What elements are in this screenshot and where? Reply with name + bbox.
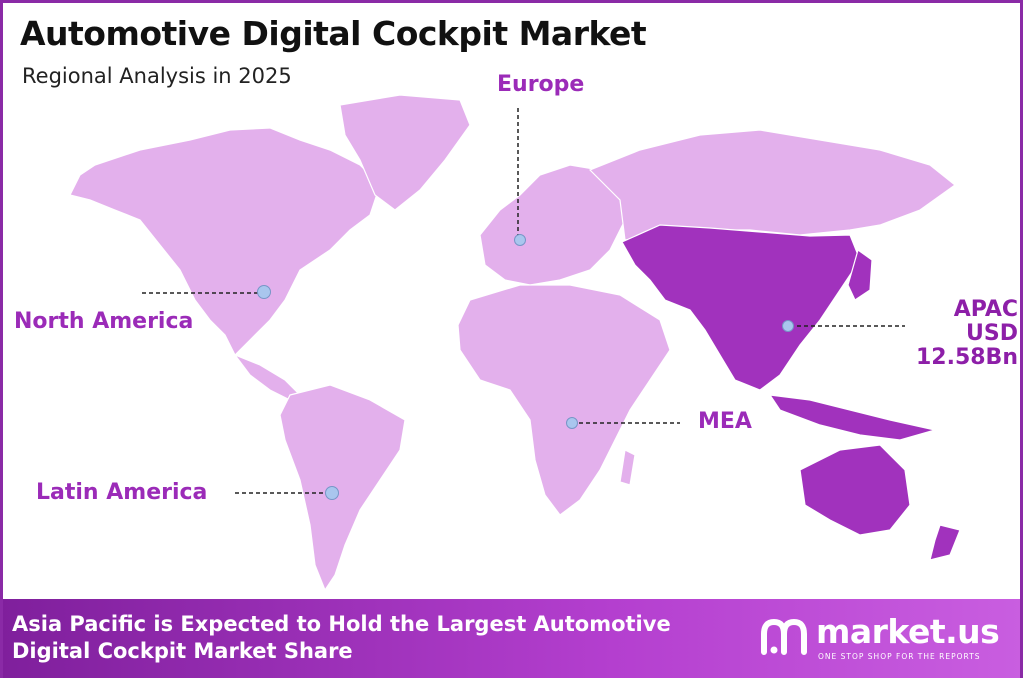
- region-new-zealand-shape: [929, 524, 961, 561]
- apac-marker: [782, 320, 794, 332]
- label-apac-value: USD 12.58Bn: [915, 321, 1018, 371]
- region-mea-shape: [457, 284, 671, 516]
- region-madagascar-shape: [619, 449, 636, 486]
- page-subtitle: Regional Analysis in 2025: [22, 64, 292, 88]
- market-us-logo-icon: [761, 618, 807, 655]
- page-title: Automotive Digital Cockpit Market: [20, 14, 647, 53]
- footer-text: Asia Pacific is Expected to Hold the Lar…: [12, 612, 671, 664]
- region-australia-shape: [799, 444, 911, 536]
- footer-banner: Asia Pacific is Expected to Hold the Lar…: [0, 599, 1023, 678]
- brand-logo: market.us ONE STOP SHOP FOR THE REPORTS: [760, 612, 1010, 664]
- label-apac: APAC USD 12.58Bn: [868, 297, 1018, 371]
- brand-tagline: ONE STOP SHOP FOR THE REPORTS: [818, 652, 981, 661]
- region-greenland-shape: [339, 94, 471, 211]
- mea-marker: [566, 417, 578, 429]
- brand-name: market.us: [816, 612, 1000, 651]
- north-america-marker: [257, 285, 271, 299]
- world-map: [69, 94, 961, 592]
- region-russia-shape: [588, 129, 956, 241]
- label-mea: MEA: [698, 409, 752, 434]
- latin-america-marker: [325, 486, 339, 500]
- europe-marker: [514, 234, 526, 246]
- region-latin-america-shape: [279, 384, 406, 592]
- region-indonesia-shape: [768, 394, 936, 441]
- label-apac-name: APAC: [953, 297, 1018, 322]
- region-north-america-shape: [69, 127, 381, 357]
- label-latin-america: Latin America: [36, 480, 208, 505]
- region-central-america-shape: [233, 353, 302, 401]
- region-apac-shape: [621, 224, 861, 391]
- label-north-america: North America: [14, 309, 194, 334]
- label-europe: Europe: [497, 72, 585, 97]
- region-japan-shape: [847, 249, 873, 301]
